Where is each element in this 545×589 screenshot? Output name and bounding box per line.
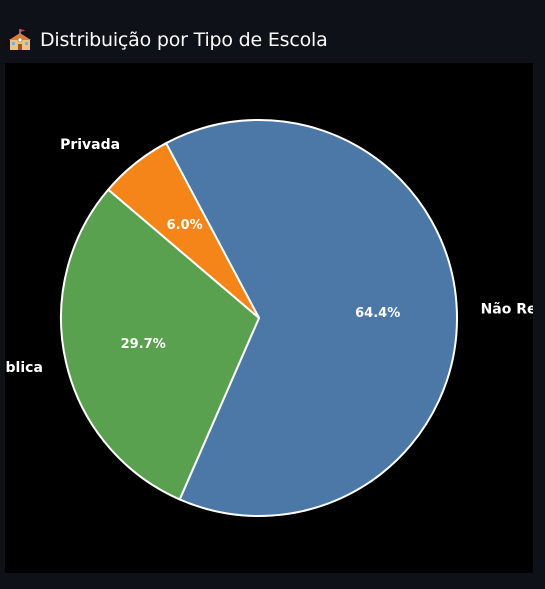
chart-header: Distribuição por Tipo de Escola xyxy=(8,26,328,54)
page-title: Distribuição por Tipo de Escola xyxy=(40,29,328,51)
pie-category-label-publica: Pública xyxy=(5,360,43,376)
pie-pct-label-nao-respondeu: 64.4% xyxy=(355,306,400,321)
pie-pct-label-publica: 29.7% xyxy=(121,337,166,352)
pie-category-label-privada: Privada xyxy=(60,137,120,153)
pie-category-label-nao-respondeu: Não Respondeu xyxy=(481,302,533,318)
pie-pct-label-privada: 6.0% xyxy=(167,218,203,233)
school-icon xyxy=(8,28,32,52)
pie-chart-svg: 64.4% Não Respondeu 29.7% Pública 6.0% Privad… xyxy=(5,63,533,573)
pie-chart: 64.4% Não Respondeu 29.7% Pública 6.0% Privad… xyxy=(5,63,533,573)
